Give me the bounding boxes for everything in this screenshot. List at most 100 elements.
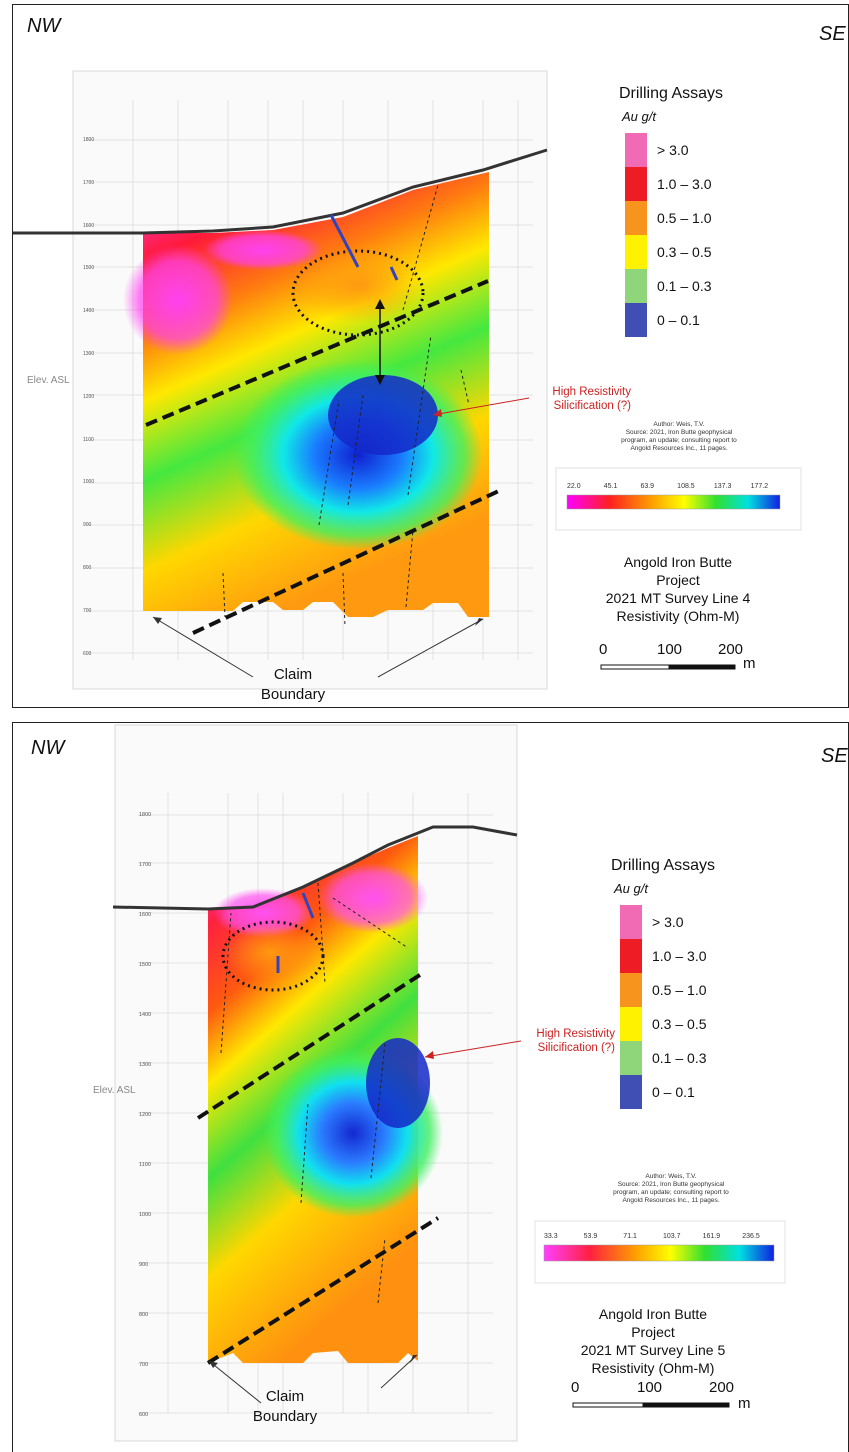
author-line: Angold Resources Inc., 11 pages. bbox=[622, 1197, 720, 1204]
y-tick-label: 800 bbox=[139, 1312, 149, 1318]
legend-title: Drilling Assays bbox=[610, 857, 716, 874]
pink-zone-top bbox=[203, 230, 323, 270]
contact-lower bbox=[206, 1216, 440, 1365]
pink-zone-right bbox=[318, 863, 428, 933]
y-tick-label: 1300 bbox=[83, 351, 95, 357]
target-ellipse bbox=[291, 249, 425, 337]
colorbar-tick-label: 22.0 bbox=[567, 483, 581, 490]
y-tick-label: 1700 bbox=[83, 179, 95, 186]
scale-bar-white bbox=[572, 1402, 644, 1408]
colorbar-tick-label: 137.3 bbox=[713, 483, 732, 490]
colorbar-tick-label: 177.2 bbox=[750, 483, 769, 490]
legend-swatch bbox=[625, 133, 647, 167]
high-resist-core bbox=[366, 1038, 430, 1128]
orange-zone bbox=[293, 247, 423, 323]
colorbar-tick-label: 53.9 bbox=[583, 1233, 598, 1240]
section-title: Angold Iron Butte Project 2021 MT Survey… bbox=[543, 1305, 763, 1377]
y-tick-label: 600 bbox=[139, 1412, 149, 1418]
contact-lower bbox=[192, 487, 504, 635]
legend-title: Drilling Assays bbox=[618, 85, 724, 102]
y-tick-label: 800 bbox=[83, 565, 92, 571]
orange-zone bbox=[223, 923, 319, 983]
legend-swatch bbox=[620, 973, 642, 1007]
resistivity-section-line-4 bbox=[13, 70, 802, 690]
author-credit: Author: Weis, T.V. Source: 2021, Iron Bu… bbox=[579, 421, 779, 453]
annotation-line: High Resistivity bbox=[552, 386, 631, 398]
claim-arrow-right bbox=[377, 618, 484, 678]
claim-boundary-label: Claim Boundary bbox=[235, 1387, 335, 1427]
legend-swatch bbox=[620, 939, 642, 973]
drill-hole bbox=[301, 892, 315, 919]
colorbar-tick-label: 71.1 bbox=[623, 1233, 637, 1240]
title-line: Angold Iron Butte bbox=[623, 554, 733, 570]
y-tick-label: 600 bbox=[83, 650, 92, 657]
legend-label: 0.3 – 0.5 bbox=[652, 1016, 707, 1032]
colorbar-tick-label: 108.5 bbox=[677, 483, 695, 490]
claim-line: Claim bbox=[273, 666, 313, 683]
annotation-arrow bbox=[432, 397, 530, 416]
legend-unit: Au g/t bbox=[622, 109, 656, 124]
legend-swatch bbox=[625, 269, 647, 303]
scale-unit: m bbox=[738, 1395, 751, 1412]
y-tick-label: 900 bbox=[83, 522, 92, 529]
claim-line: Boundary bbox=[260, 686, 326, 703]
title-line: Angold Iron Butte bbox=[598, 1306, 708, 1322]
colorbar-tick-label: 63.9 bbox=[640, 483, 655, 490]
y-tick-label: 1000 bbox=[83, 479, 95, 486]
legend-label: > 3.0 bbox=[652, 914, 684, 930]
colorbar bbox=[543, 1244, 775, 1262]
legend-swatch bbox=[620, 1041, 642, 1075]
colorbar-tick-label: 45.1 bbox=[603, 483, 618, 490]
elevation-label: Elev. ASL bbox=[27, 375, 70, 386]
y-tick-label: 1200 bbox=[139, 1112, 152, 1118]
author-line: Author: Weis, T.V. bbox=[653, 421, 705, 428]
annotation-arrow bbox=[424, 1040, 522, 1058]
author-line: Author: Weis, T.V. bbox=[645, 1173, 697, 1180]
arrow-head-up bbox=[375, 299, 385, 309]
colorbar-tick-label: 103.7 bbox=[662, 1233, 681, 1240]
scale-label-100: 100 bbox=[657, 641, 683, 658]
y-tick-label: 1500 bbox=[83, 265, 95, 272]
legend-swatch bbox=[625, 303, 647, 337]
legend-swatch bbox=[620, 905, 642, 939]
y-tick-label: 700 bbox=[139, 1362, 149, 1368]
y-tick-label: 1000 bbox=[139, 1212, 152, 1218]
faults bbox=[222, 184, 470, 628]
title-line: Resistivity (Ohm-M) bbox=[591, 1360, 715, 1376]
legend-swatch bbox=[625, 167, 647, 201]
contact-upper bbox=[145, 279, 489, 427]
drill-hole bbox=[329, 214, 360, 268]
claim-arrow-left bbox=[208, 1360, 262, 1404]
faults bbox=[220, 882, 409, 1304]
claim-line: Claim bbox=[265, 1388, 305, 1405]
author-line: Source: 2021, Iron Butte geophysical bbox=[617, 1181, 725, 1188]
y-tick-label: 1200 bbox=[83, 393, 95, 400]
y-tick-label: 1600 bbox=[83, 222, 95, 229]
legend-label: 1.0 – 3.0 bbox=[652, 948, 707, 964]
colorbar-tick-label: 33.3 bbox=[544, 1233, 558, 1240]
y-tick-label: 1500 bbox=[139, 962, 152, 968]
claim-arrowhead-right bbox=[410, 1355, 417, 1363]
topography-line bbox=[13, 148, 548, 235]
author-credit: Author: Weis, T.V. Source: 2021, Iron Bu… bbox=[571, 1173, 771, 1205]
claim-arrow-left bbox=[152, 616, 254, 678]
legend-label: 0.1 – 0.3 bbox=[652, 1050, 707, 1066]
claim-arrowhead-left bbox=[209, 1361, 218, 1368]
y-tick-label: 1400 bbox=[83, 308, 95, 315]
colorbar-tick-label: 236.5 bbox=[742, 1233, 760, 1240]
legend-label: > 3.0 bbox=[657, 142, 689, 158]
legend-label: 0.1 – 0.3 bbox=[657, 278, 712, 294]
contact-upper bbox=[196, 971, 425, 1120]
annotation-text: High Resistivity Silicification (?) bbox=[483, 385, 631, 413]
legend-swatch bbox=[625, 235, 647, 269]
resistivity-section-line-5 bbox=[112, 724, 786, 1442]
y-tick-label: 1600 bbox=[139, 912, 152, 918]
nw-label: NW bbox=[27, 15, 61, 37]
y-tick-label: 700 bbox=[83, 607, 92, 614]
scale-label-0: 0 bbox=[599, 641, 608, 658]
legend-swatch bbox=[625, 201, 647, 235]
scale-bar-black bbox=[668, 664, 736, 670]
y-tick-label: 1800 bbox=[83, 137, 95, 143]
title-line: Project bbox=[656, 572, 700, 588]
nw-label: NW bbox=[31, 737, 65, 759]
